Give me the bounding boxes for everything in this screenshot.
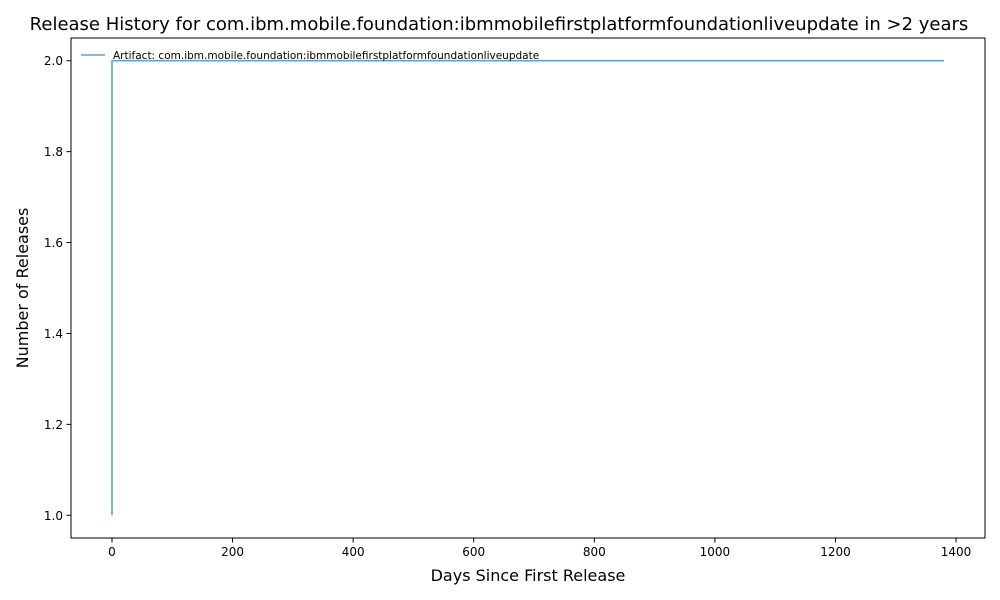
legend-label: Artifact: com.ibm.mobile.foundation:ibmm…	[113, 50, 539, 62]
x-tick-label: 800	[583, 545, 606, 559]
x-tick-label: 1200	[820, 545, 851, 559]
x-tick-label: 400	[342, 545, 365, 559]
x-tick-label: 200	[221, 545, 244, 559]
y-tick-label: 1.0	[44, 509, 63, 523]
plot-frame	[70, 37, 986, 539]
plot-area: 0 200 400 600 800 1000 1200 1400 1.01.21.41.61.…	[44, 37, 986, 559]
x-tick-label: 1400	[941, 545, 972, 559]
y-tick-label: 1.2	[44, 418, 63, 432]
x-tick-label: 600	[462, 545, 485, 559]
y-tick-label: 1.4	[44, 327, 63, 341]
y-axis-label: Number of Releases	[13, 208, 32, 369]
series-line	[111, 59, 944, 516]
x-axis-ticks: 0 200 400 600 800 1000 1200 1400	[108, 538, 971, 559]
x-tick-label: 1000	[700, 545, 731, 559]
y-axis-ticks: 1.0 1.2 1.4 1.6 1.8 2.0	[44, 54, 71, 523]
chart-title: Release History for com.ibm.mobile.found…	[30, 14, 969, 35]
y-tick-label: 1.8	[44, 145, 63, 159]
y-tick-label: 2.0	[44, 54, 63, 68]
y-tick-label: 1.6	[44, 236, 63, 250]
series-layer	[111, 59, 944, 516]
legend: Artifact: com.ibm.mobile.foundation:ibmm…	[81, 50, 539, 62]
x-axis-label: Days Since First Release	[431, 566, 626, 585]
x-tick-label: 0	[108, 545, 116, 559]
